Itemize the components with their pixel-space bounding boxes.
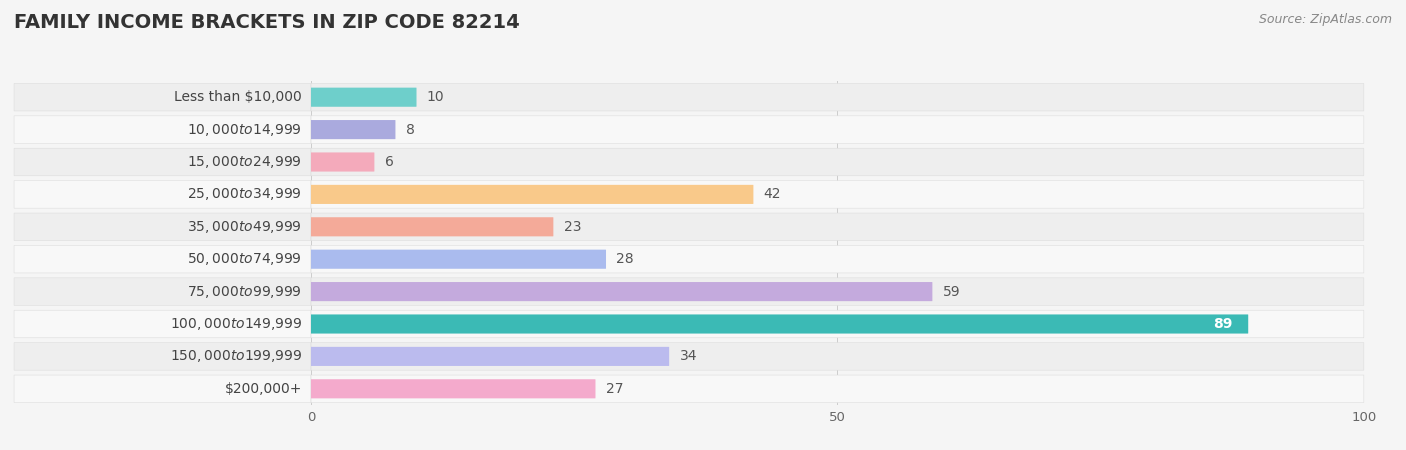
FancyBboxPatch shape	[14, 83, 311, 111]
Text: 27: 27	[606, 382, 623, 396]
FancyBboxPatch shape	[311, 379, 596, 398]
FancyBboxPatch shape	[311, 180, 1364, 208]
Text: $150,000 to $199,999: $150,000 to $199,999	[170, 348, 302, 364]
FancyBboxPatch shape	[311, 278, 1364, 306]
FancyBboxPatch shape	[311, 83, 1364, 111]
Text: $50,000 to $74,999: $50,000 to $74,999	[187, 251, 302, 267]
Text: 28: 28	[616, 252, 634, 266]
FancyBboxPatch shape	[14, 148, 311, 176]
FancyBboxPatch shape	[311, 310, 1364, 338]
FancyBboxPatch shape	[14, 310, 311, 338]
FancyBboxPatch shape	[311, 153, 374, 171]
FancyBboxPatch shape	[311, 250, 606, 269]
Text: Less than $10,000: Less than $10,000	[174, 90, 302, 104]
FancyBboxPatch shape	[311, 315, 1249, 333]
FancyBboxPatch shape	[14, 180, 311, 208]
Text: $10,000 to $14,999: $10,000 to $14,999	[187, 122, 302, 138]
Text: 8: 8	[406, 122, 415, 137]
Text: $25,000 to $34,999: $25,000 to $34,999	[187, 186, 302, 202]
FancyBboxPatch shape	[311, 245, 1364, 273]
Text: FAMILY INCOME BRACKETS IN ZIP CODE 82214: FAMILY INCOME BRACKETS IN ZIP CODE 82214	[14, 14, 520, 32]
FancyBboxPatch shape	[311, 217, 554, 236]
FancyBboxPatch shape	[311, 120, 395, 139]
FancyBboxPatch shape	[14, 375, 311, 403]
Text: $35,000 to $49,999: $35,000 to $49,999	[187, 219, 302, 235]
Text: Source: ZipAtlas.com: Source: ZipAtlas.com	[1258, 14, 1392, 27]
FancyBboxPatch shape	[14, 278, 311, 306]
Text: 34: 34	[679, 349, 697, 364]
FancyBboxPatch shape	[311, 282, 932, 301]
FancyBboxPatch shape	[311, 116, 1364, 144]
FancyBboxPatch shape	[14, 213, 311, 241]
Text: 6: 6	[385, 155, 394, 169]
FancyBboxPatch shape	[311, 88, 416, 107]
FancyBboxPatch shape	[14, 342, 311, 370]
Text: 10: 10	[427, 90, 444, 104]
Text: $200,000+: $200,000+	[225, 382, 302, 396]
FancyBboxPatch shape	[311, 148, 1364, 176]
FancyBboxPatch shape	[311, 342, 1364, 370]
FancyBboxPatch shape	[311, 185, 754, 204]
FancyBboxPatch shape	[311, 375, 1364, 403]
Text: 59: 59	[942, 284, 960, 299]
FancyBboxPatch shape	[14, 245, 311, 273]
Text: 23: 23	[564, 220, 581, 234]
Text: $15,000 to $24,999: $15,000 to $24,999	[187, 154, 302, 170]
Text: 42: 42	[763, 187, 782, 202]
Text: 89: 89	[1213, 317, 1232, 331]
Text: $100,000 to $149,999: $100,000 to $149,999	[170, 316, 302, 332]
FancyBboxPatch shape	[311, 213, 1364, 241]
FancyBboxPatch shape	[14, 116, 311, 144]
Text: $75,000 to $99,999: $75,000 to $99,999	[187, 284, 302, 300]
FancyBboxPatch shape	[311, 347, 669, 366]
